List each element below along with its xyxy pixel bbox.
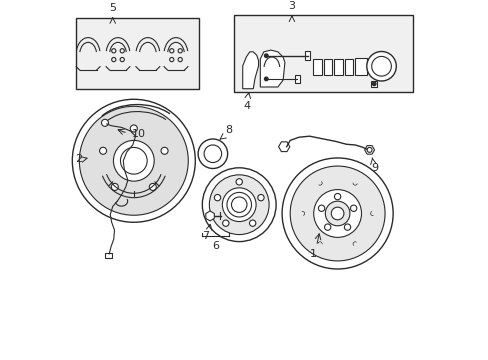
Circle shape [249,220,255,226]
Circle shape [324,224,330,230]
Circle shape [198,139,227,168]
Circle shape [371,57,390,76]
Circle shape [203,145,221,162]
Circle shape [318,205,324,211]
Circle shape [111,49,116,53]
Circle shape [169,49,174,53]
Text: 8: 8 [224,125,232,135]
Circle shape [257,194,264,201]
Text: 1: 1 [309,249,316,258]
Circle shape [130,125,137,132]
Bar [370,81,377,87]
Circle shape [330,207,343,220]
Circle shape [214,194,220,201]
Circle shape [100,147,106,154]
Bar [233,15,412,92]
Bar [333,59,342,75]
Circle shape [120,49,124,53]
Circle shape [372,82,375,86]
Circle shape [202,168,276,242]
Bar [76,18,199,89]
Circle shape [313,190,361,237]
Circle shape [231,197,246,212]
Bar [305,51,309,60]
Circle shape [72,99,195,222]
Text: 6: 6 [211,240,219,251]
Polygon shape [242,52,258,89]
Circle shape [222,188,256,221]
Circle shape [366,148,371,152]
Circle shape [264,77,267,81]
Text: 10: 10 [131,130,145,139]
Circle shape [226,192,251,217]
Circle shape [79,106,188,215]
Bar [312,59,321,75]
Polygon shape [260,50,285,87]
Circle shape [344,224,350,230]
Bar [323,59,332,75]
Bar [294,75,299,83]
Text: 2: 2 [75,154,82,164]
Bar [344,59,353,75]
Circle shape [325,201,349,226]
Circle shape [161,147,168,154]
Text: 5: 5 [109,3,116,13]
Circle shape [111,58,116,62]
Circle shape [282,158,392,269]
Circle shape [222,220,228,226]
Text: 4: 4 [243,101,250,111]
Circle shape [334,193,340,200]
Circle shape [120,58,124,62]
Circle shape [102,119,108,126]
Circle shape [120,148,147,174]
Circle shape [169,58,174,62]
Text: 7: 7 [202,231,209,241]
Circle shape [149,183,156,190]
Text: 3: 3 [288,1,295,12]
Circle shape [111,183,118,190]
Circle shape [178,49,182,53]
Circle shape [264,54,267,58]
Bar [354,58,367,75]
Circle shape [289,166,384,261]
Circle shape [209,175,268,235]
Text: 9: 9 [370,162,377,172]
Circle shape [236,179,242,185]
Bar [105,253,111,258]
Circle shape [113,140,154,181]
Circle shape [178,58,182,62]
Circle shape [366,51,395,81]
Circle shape [350,205,356,211]
